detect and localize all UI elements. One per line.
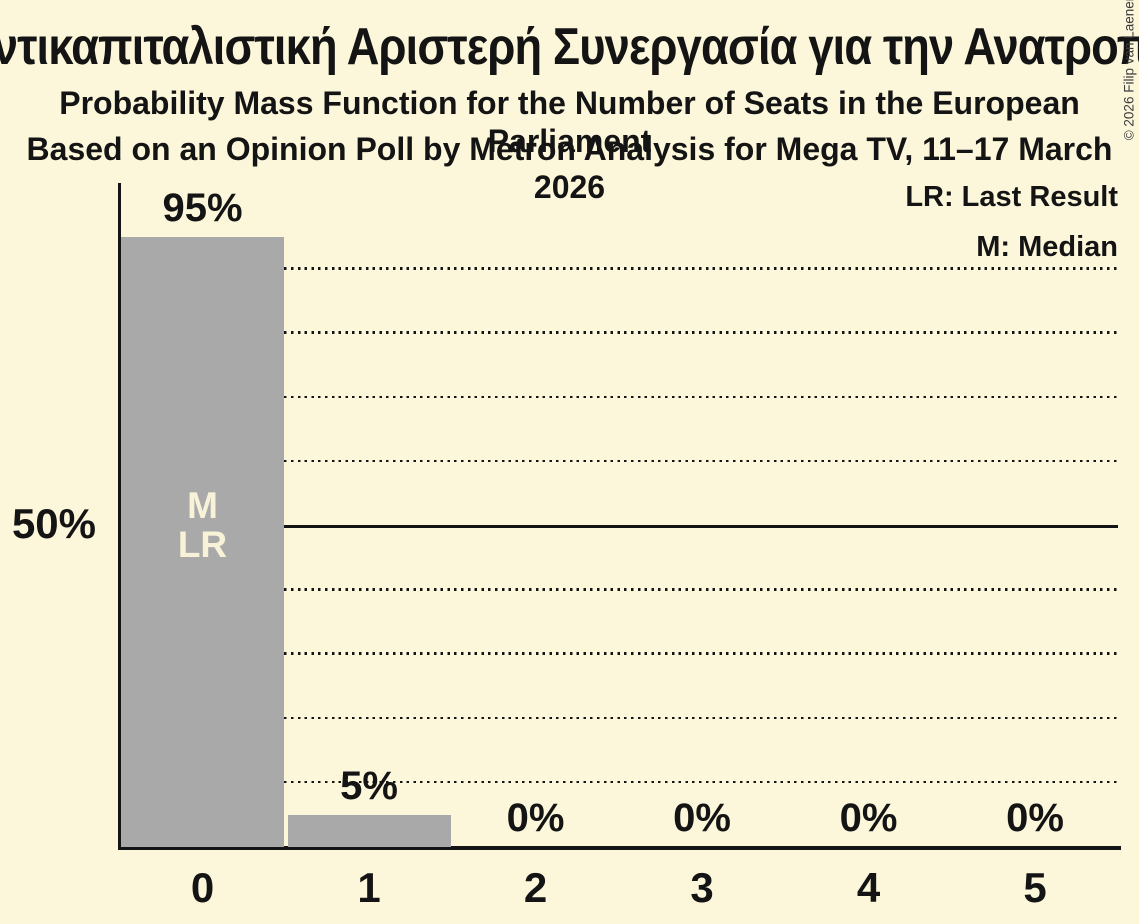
legend-median: M: Median	[976, 231, 1118, 263]
legend-last-result: LR: Last Result	[905, 181, 1118, 213]
bar-value-label-seats-5: 0%	[1006, 796, 1064, 840]
gridline-60pct	[121, 459, 1118, 463]
chart-title: Αντικαπιταλιστική Αριστερή Συνεργασία γι…	[0, 18, 1139, 76]
gridline-90pct	[121, 267, 1118, 270]
bar-value-label-seats-1: 5%	[340, 763, 398, 808]
y-axis-tick-label-50: 50%	[11, 500, 96, 547]
bar-value-label-seats-0: 95%	[162, 186, 243, 231]
y-axis-line	[118, 183, 121, 849]
bar-annotation-line: LR	[177, 524, 228, 565]
bar-value-label-seats-2: 0%	[506, 796, 565, 840]
bar-value-label-seats-4: 0%	[839, 796, 898, 840]
x-tick-label-2: 2	[523, 864, 548, 911]
x-tick-label-1: 1	[357, 864, 381, 911]
gridline-40pct	[121, 588, 1118, 591]
bar-seats-0	[121, 237, 284, 847]
x-tick-label-3: 3	[690, 864, 714, 911]
bar-seats-1	[287, 814, 451, 847]
gridline-80pct	[121, 331, 1118, 334]
gridline-70pct	[121, 395, 1118, 399]
gridline-50pct-solid	[121, 524, 1118, 528]
gridline-10pct	[121, 780, 1118, 784]
x-tick-label-5: 5	[1023, 864, 1047, 911]
bar-annotation-median-lastresult: M LR	[121, 486, 284, 564]
gridline-20pct	[121, 716, 1118, 720]
bar-annotation-line: M	[187, 485, 218, 526]
chart-subtitle-source: Based on an Opinion Poll by Metron Analy…	[26, 131, 1113, 205]
gridline-30pct	[121, 652, 1118, 655]
x-tick-label-0: 0	[190, 864, 215, 911]
chart-subtitle: Probability Mass Function for the Number…	[59, 85, 1080, 159]
x-axis-line	[118, 846, 1121, 850]
bar-value-label-seats-3: 0%	[673, 796, 731, 840]
legend: LR: Last Result M: Median	[905, 180, 1118, 264]
x-tick-label-4: 4	[856, 864, 881, 911]
